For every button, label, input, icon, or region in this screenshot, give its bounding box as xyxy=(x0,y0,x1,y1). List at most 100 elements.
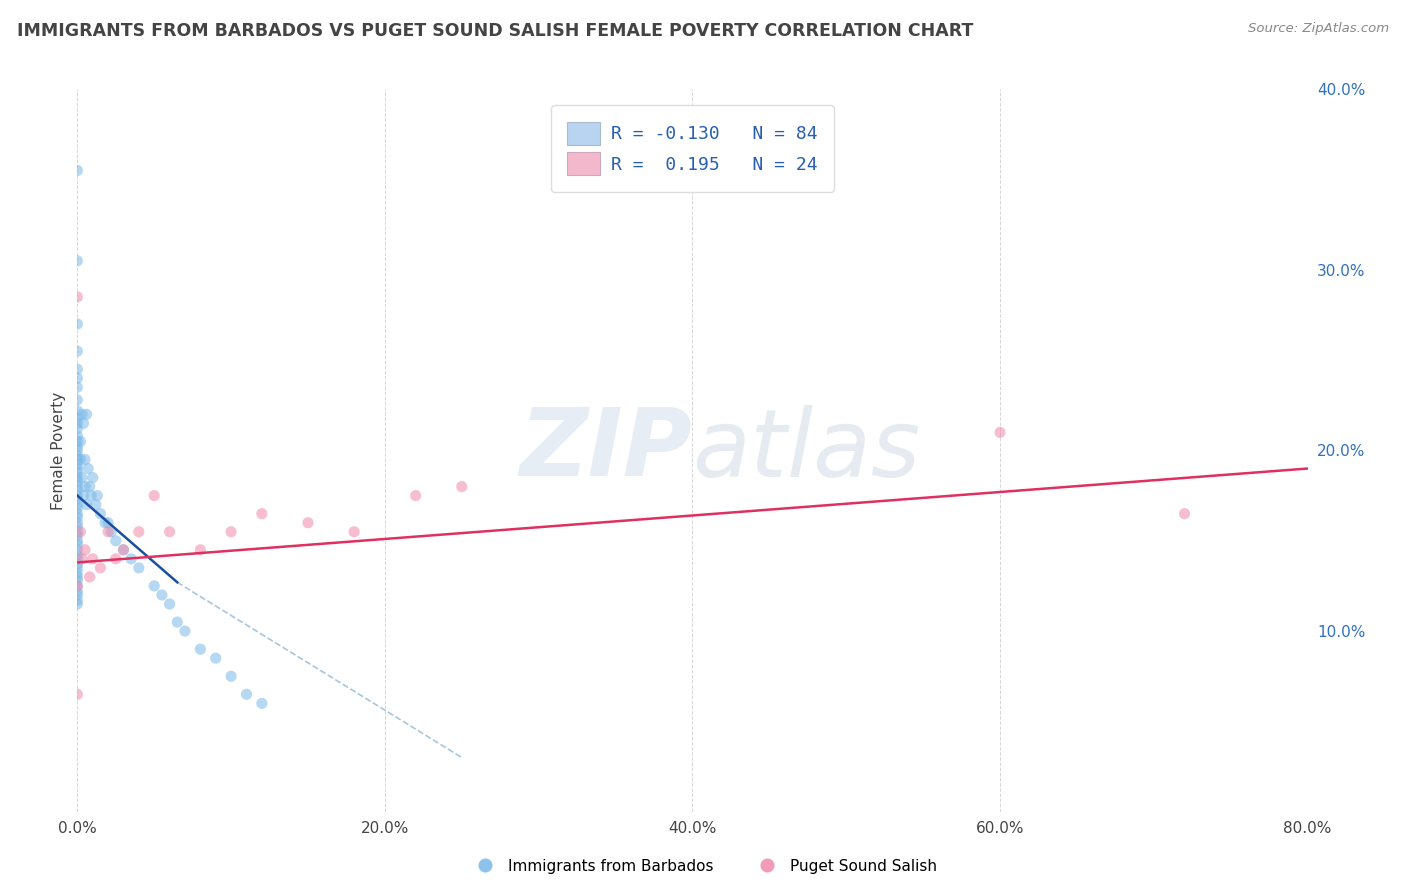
Point xyxy=(159,524,181,539)
Point xyxy=(143,489,166,503)
Legend: Immigrants from Barbados, Puget Sound Salish: Immigrants from Barbados, Puget Sound Sa… xyxy=(464,853,942,880)
Point xyxy=(66,593,89,607)
Point xyxy=(66,480,89,494)
Point xyxy=(343,524,366,539)
Point xyxy=(66,403,89,417)
Point xyxy=(235,687,257,701)
Point xyxy=(66,411,89,425)
Point xyxy=(66,579,89,593)
Point xyxy=(66,443,89,458)
Point xyxy=(80,489,103,503)
Point xyxy=(66,371,89,385)
Point xyxy=(79,480,101,494)
Point xyxy=(82,470,104,484)
Point xyxy=(66,449,89,463)
Point xyxy=(219,669,242,683)
Point xyxy=(66,290,89,304)
Point xyxy=(72,417,94,431)
Point xyxy=(97,516,120,530)
Point xyxy=(66,551,89,566)
Point xyxy=(66,524,89,539)
Point xyxy=(188,542,212,557)
Point xyxy=(104,533,127,548)
Point xyxy=(188,642,212,657)
Point xyxy=(66,561,89,575)
Point xyxy=(66,570,89,584)
Point xyxy=(66,434,89,449)
Point xyxy=(70,551,93,566)
Point xyxy=(66,510,89,524)
Point xyxy=(66,597,89,611)
Point xyxy=(66,507,89,521)
Point xyxy=(69,452,91,467)
Y-axis label: Female Poverty: Female Poverty xyxy=(51,392,66,509)
Point xyxy=(69,524,91,539)
Point xyxy=(66,470,89,484)
Text: atlas: atlas xyxy=(693,405,921,496)
Point xyxy=(66,392,89,407)
Point xyxy=(112,542,135,557)
Point xyxy=(66,489,89,503)
Point xyxy=(66,422,89,436)
Point xyxy=(69,434,91,449)
Point xyxy=(450,480,472,494)
Point xyxy=(89,561,111,575)
Point xyxy=(97,524,120,539)
Point xyxy=(66,528,89,542)
Point xyxy=(66,498,89,512)
Point xyxy=(112,542,135,557)
Point xyxy=(66,548,89,562)
Text: ZIP: ZIP xyxy=(520,404,693,497)
Point xyxy=(405,489,427,503)
Point xyxy=(159,597,181,611)
Point xyxy=(128,524,150,539)
Point xyxy=(66,574,89,588)
Point xyxy=(66,362,89,376)
Point xyxy=(70,470,93,484)
Point xyxy=(66,558,89,572)
Point xyxy=(66,483,89,498)
Point xyxy=(66,417,89,431)
Point xyxy=(79,570,101,584)
Point xyxy=(66,537,89,551)
Point xyxy=(100,524,122,539)
Text: Source: ZipAtlas.com: Source: ZipAtlas.com xyxy=(1249,22,1389,36)
Point xyxy=(66,579,89,593)
Point xyxy=(66,253,89,268)
Point xyxy=(66,588,89,602)
Point xyxy=(66,516,89,530)
Point xyxy=(66,429,89,443)
Point xyxy=(128,561,150,575)
Point xyxy=(89,507,111,521)
Point xyxy=(166,615,188,629)
Point xyxy=(66,440,89,454)
Point xyxy=(66,687,89,701)
Point xyxy=(66,474,89,488)
Point xyxy=(70,407,93,422)
Point xyxy=(988,425,1011,440)
Point xyxy=(66,461,89,475)
Point xyxy=(94,516,117,530)
Point xyxy=(73,542,96,557)
Point xyxy=(250,507,273,521)
Point xyxy=(66,317,89,331)
Point xyxy=(73,452,96,467)
Point xyxy=(66,458,89,472)
Point xyxy=(143,579,166,593)
Point xyxy=(86,489,108,503)
Point xyxy=(297,516,319,530)
Point xyxy=(250,697,273,711)
Point xyxy=(66,584,89,599)
Point xyxy=(66,519,89,533)
Point xyxy=(174,624,197,639)
Point xyxy=(66,501,89,516)
Point xyxy=(120,551,142,566)
Text: IMMIGRANTS FROM BARBADOS VS PUGET SOUND SALISH FEMALE POVERTY CORRELATION CHART: IMMIGRANTS FROM BARBADOS VS PUGET SOUND … xyxy=(17,22,973,40)
Point xyxy=(72,489,94,503)
Point xyxy=(66,566,89,581)
Point xyxy=(204,651,226,665)
Point xyxy=(1174,507,1197,521)
Point xyxy=(66,492,89,507)
Point xyxy=(84,498,107,512)
Point xyxy=(66,465,89,479)
